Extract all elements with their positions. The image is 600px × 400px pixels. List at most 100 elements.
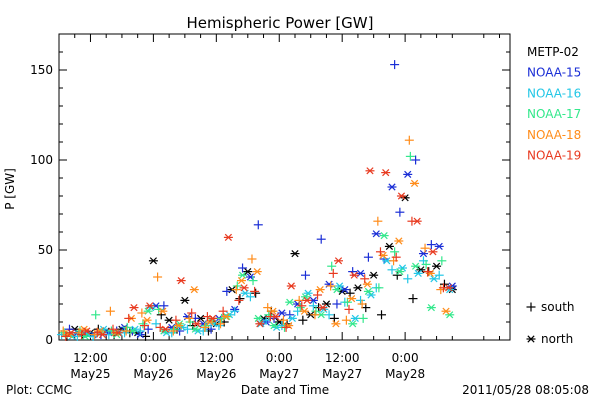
y-axis-label: P [GW] — [3, 168, 17, 210]
noaa-17-north-point — [332, 285, 342, 294]
noaa-19-north-point — [444, 284, 454, 292]
noaa-18-south-point — [200, 322, 210, 332]
legend-entry-noaa-19: NOAA-19 — [527, 149, 581, 163]
noaa-18-south-point — [294, 295, 304, 305]
metp-02-north-point — [369, 271, 379, 279]
noaa-19-north-point — [286, 282, 296, 290]
metp-02-south-point — [235, 294, 245, 304]
noaa-16-south-point — [387, 265, 397, 275]
noaa-19-north-point — [412, 217, 422, 225]
noaa-15-south-point — [390, 60, 400, 70]
north-marker-symbol — [526, 335, 536, 343]
x-tick-label-time: 0:00 — [140, 351, 167, 365]
noaa-17-south-point — [358, 313, 368, 323]
y-tick-label: 50 — [38, 243, 53, 257]
noaa-15-north-point — [403, 170, 413, 179]
noaa-19-north-point — [192, 320, 202, 328]
noaa-15-south-point — [222, 286, 232, 296]
noaa-16-south-point — [308, 301, 318, 311]
chart-title: Hemispheric Power [GW] — [187, 14, 374, 32]
noaa-16-south-point — [434, 270, 444, 280]
noaa-19-south-point — [250, 286, 260, 296]
noaa-19-north-point — [255, 320, 265, 328]
noaa-19-north-point — [396, 192, 406, 200]
noaa-15-north-point — [371, 230, 381, 238]
noaa-17-north-point — [238, 271, 248, 279]
noaa-16-north-point — [350, 314, 360, 323]
x-tick-label-date: May27 — [259, 367, 299, 381]
noaa-19-south-point — [171, 315, 181, 325]
noaa-15-south-point — [300, 270, 310, 280]
noaa-17-north-point — [411, 262, 421, 270]
plot-timestamp: 2011/05/28 08:05:08 — [462, 383, 589, 397]
north-marker-label: north — [541, 332, 573, 346]
x-tick-label-time: 0:00 — [266, 351, 293, 365]
x-tick-label-time: 0:00 — [392, 351, 419, 365]
noaa-16-north-point — [240, 289, 250, 297]
noaa-19-north-point — [208, 314, 218, 323]
noaa-19-south-point — [313, 290, 323, 300]
noaa-17-north-point — [190, 325, 200, 333]
x-tick-label-date: May27 — [322, 367, 362, 381]
noaa-19-north-point — [98, 330, 108, 339]
noaa-15-north-point — [418, 249, 428, 258]
north-marker-glyph — [526, 335, 536, 343]
y-tick-label: 100 — [30, 153, 53, 167]
noaa-15-south-point — [159, 301, 169, 311]
noaa-18-south-point — [420, 243, 430, 253]
noaa-15-north-point — [277, 309, 287, 317]
metp-02-south-point — [377, 310, 387, 320]
noaa-18-south-point — [310, 310, 320, 320]
noaa-19-south-point — [391, 252, 401, 262]
noaa-18-north-point — [410, 179, 420, 188]
noaa-16-north-point — [287, 314, 297, 323]
noaa-19-south-point — [297, 301, 307, 311]
noaa-19-south-point — [77, 330, 87, 340]
noaa-17-north-point — [348, 320, 358, 328]
noaa-19-north-point — [349, 271, 359, 279]
noaa-15-south-point — [363, 252, 373, 262]
noaa-19-south-point — [218, 306, 228, 316]
noaa-18-north-point — [158, 307, 168, 315]
noaa-18-north-point — [394, 237, 404, 245]
noaa-19-north-point — [160, 325, 170, 333]
y-tick-label: 150 — [30, 63, 53, 77]
noaa-16-south-point — [230, 306, 240, 316]
noaa-19-south-point — [423, 267, 433, 277]
legend-entry-noaa-17: NOAA-17 — [527, 107, 581, 121]
noaa-19-north-point — [145, 302, 155, 310]
x-tick-label-date: May26 — [133, 367, 173, 381]
metp-02-north-point — [243, 267, 253, 276]
noaa-18-north-point — [441, 307, 451, 315]
noaa-19-south-point — [139, 321, 149, 331]
noaa-18-south-point — [341, 315, 351, 325]
y-tick-label: 0 — [45, 333, 53, 347]
noaa-16-south-point — [324, 310, 334, 320]
noaa-15-north-point — [434, 242, 444, 251]
noaa-19-south-point — [124, 313, 134, 323]
noaa-19-north-point — [302, 296, 312, 305]
noaa-16-south-point — [245, 292, 255, 302]
noaa-16-north-point — [335, 282, 345, 290]
noaa-19-north-point — [113, 329, 123, 337]
noaa-19-north-point — [129, 303, 139, 312]
plot-credit: Plot: CCMC — [6, 383, 72, 397]
noaa-18-north-point — [331, 320, 341, 328]
noaa-15-north-point — [387, 183, 397, 191]
noaa-18-north-point — [189, 285, 199, 294]
noaa-18-south-point — [247, 254, 257, 264]
metp-02-north-point — [290, 249, 300, 258]
x-tick-label-time: 12:00 — [73, 351, 108, 365]
noaa-18-south-point — [326, 281, 336, 291]
metp-02-north-point — [180, 296, 190, 305]
noaa-18-south-point — [137, 308, 147, 318]
noaa-15-south-point — [253, 220, 263, 230]
metp-02-north-point — [384, 242, 394, 251]
noaa-18-south-point — [231, 285, 241, 295]
x-axis-label: Date and Time — [241, 383, 329, 397]
noaa-17-north-point — [269, 321, 279, 330]
noaa-17-south-point — [91, 310, 101, 320]
noaa-15-south-point — [426, 240, 436, 250]
noaa-17-south-point — [248, 276, 258, 286]
